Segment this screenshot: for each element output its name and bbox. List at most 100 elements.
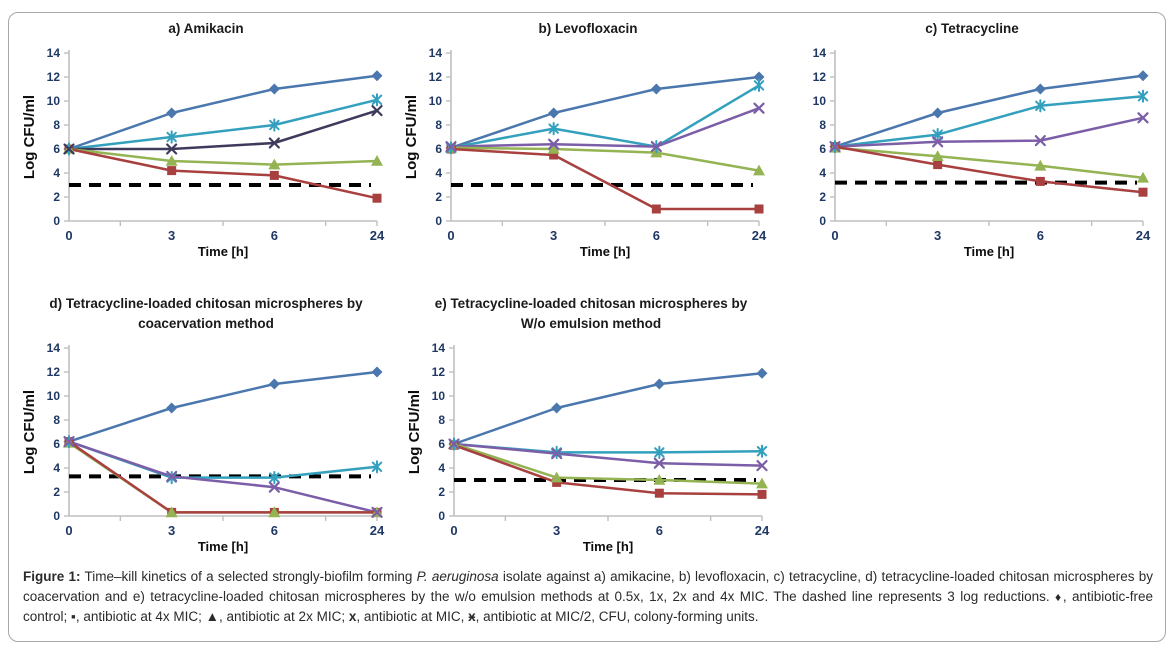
figure-caption: Figure 1: Time–kill kinetics of a select… bbox=[23, 567, 1153, 627]
diamond-marker bbox=[166, 402, 178, 414]
y-tick-label: 4 bbox=[819, 166, 826, 180]
triangle-marker bbox=[653, 474, 666, 485]
y-tick-label: 4 bbox=[53, 166, 60, 180]
y-tick-label: 12 bbox=[47, 70, 61, 84]
triangle-marker bbox=[1137, 171, 1149, 183]
y-tick-label: 4 bbox=[435, 166, 442, 180]
asterisk-marker bbox=[166, 130, 177, 144]
asterisk-marker bbox=[932, 128, 943, 142]
x-tick-label: 6 bbox=[653, 228, 660, 243]
y-tick-label: 4 bbox=[438, 461, 445, 475]
series-line bbox=[833, 94, 1145, 148]
series-line bbox=[67, 98, 379, 151]
diamond-marker bbox=[756, 367, 768, 379]
square-marker bbox=[757, 489, 767, 499]
square-marker bbox=[167, 166, 177, 176]
diamond-marker bbox=[548, 107, 560, 119]
x-marker bbox=[268, 137, 280, 149]
x-tick-label: 0 bbox=[831, 228, 838, 243]
triangle-marker bbox=[931, 150, 944, 161]
y-tick-label: 2 bbox=[435, 190, 442, 204]
x-tick-label: 0 bbox=[450, 523, 457, 538]
triangle-marker bbox=[547, 143, 560, 154]
chart-title-line1: b) Levofloxacin bbox=[538, 21, 638, 36]
chart-title-levofloxacin: b) Levofloxacin bbox=[403, 19, 773, 39]
x-marker bbox=[650, 141, 662, 153]
caption-text: Time–kill kinetics of a selected strongl… bbox=[80, 569, 417, 584]
y-tick-label: 0 bbox=[438, 509, 445, 523]
y-axis-title: Log CFU/ml bbox=[403, 95, 420, 179]
chart-amikacin: a) Amikacin 0 2 4 6 8 10 12 14 0 3 6 24 Log CFU/ml Ti… bbox=[21, 19, 391, 261]
x-tick-label: 0 bbox=[65, 228, 72, 243]
chart-tetracycline: c) Tetracycline 0 2 4 6 8 10 12 14 0 3 6 24 Time [h] bbox=[787, 19, 1157, 261]
x-tick-label: 6 bbox=[271, 228, 278, 243]
chart-title-line1: a) Amikacin bbox=[168, 21, 244, 36]
y-tick-label: 6 bbox=[435, 142, 442, 156]
square-symbol: ▪ bbox=[71, 609, 76, 624]
x-axis-title: Time [h] bbox=[198, 539, 248, 554]
y-tick-label: 8 bbox=[435, 118, 442, 132]
triangle-marker bbox=[753, 164, 765, 176]
chart-title-line2: W/o emulsion method bbox=[520, 316, 662, 331]
y-tick-label: 8 bbox=[438, 413, 445, 427]
asterisk-marker bbox=[371, 93, 383, 107]
x-tick-label: 24 bbox=[1136, 228, 1151, 243]
y-tick-label: 12 bbox=[813, 70, 827, 84]
triangle-symbol: ▲ bbox=[205, 609, 220, 624]
x-tick-label: 24 bbox=[370, 523, 385, 538]
y-axis-title: Log CFU/ml bbox=[21, 95, 38, 179]
y-tick-label: 6 bbox=[438, 437, 445, 451]
y-tick-label: 2 bbox=[53, 190, 60, 204]
y-tick-label: 10 bbox=[432, 389, 446, 403]
y-tick-label: 0 bbox=[435, 214, 442, 228]
chart-title-amikacin: a) Amikacin bbox=[21, 19, 391, 39]
square-marker bbox=[372, 193, 382, 203]
diamond-marker bbox=[1034, 83, 1046, 95]
y-tick-label: 0 bbox=[53, 214, 60, 228]
x-tick-label: 24 bbox=[370, 228, 385, 243]
y-tick-label: 10 bbox=[47, 94, 61, 108]
y-axis-title: Log CFU/ml bbox=[21, 390, 38, 474]
square-marker bbox=[1138, 187, 1148, 197]
y-tick-label: 10 bbox=[429, 94, 443, 108]
series-line bbox=[452, 443, 764, 496]
triangle-marker bbox=[268, 506, 281, 518]
diamond-marker bbox=[268, 83, 280, 95]
x-tick-label: 24 bbox=[752, 228, 767, 243]
x-tick-label: 3 bbox=[550, 228, 557, 243]
triangle-marker bbox=[371, 155, 383, 166]
y-tick-label: 12 bbox=[432, 365, 446, 379]
x-tick-label: 6 bbox=[271, 523, 278, 538]
caption-text: , antibiotic-free control; bbox=[23, 589, 1153, 624]
x-tick-label: 6 bbox=[1037, 228, 1044, 243]
figure-panel-border: a) Amikacin 0 2 4 6 8 10 12 14 0 3 6 24 Log CFU/ml Ti… bbox=[8, 12, 1166, 642]
x-axis-title: Time [h] bbox=[583, 539, 633, 554]
x-marker bbox=[166, 470, 178, 482]
series-line bbox=[452, 442, 764, 485]
asterisk-marker bbox=[371, 460, 383, 474]
diamond-marker bbox=[371, 366, 383, 378]
series-line bbox=[833, 74, 1145, 148]
x-marker bbox=[268, 481, 280, 493]
square-marker bbox=[651, 204, 661, 214]
triangle-marker bbox=[550, 471, 563, 483]
x-marker bbox=[445, 141, 457, 153]
y-tick-label: 10 bbox=[47, 389, 61, 403]
triangle-marker bbox=[1034, 159, 1047, 171]
x-marker bbox=[653, 457, 665, 469]
y-tick-label: 14 bbox=[813, 46, 827, 60]
diamond-marker bbox=[268, 378, 280, 390]
caption-text: , antibiotic at MIC/2, CFU, colony-formi… bbox=[475, 609, 759, 624]
triangle-marker bbox=[165, 506, 178, 518]
plot-area-levofloxacin: 0 2 4 6 8 10 12 14 0 3 6 24 Log CFU/ml Time [h] bbox=[403, 43, 773, 261]
x-marker bbox=[753, 102, 765, 114]
x-axis-title: Time [h] bbox=[580, 244, 630, 259]
chart-coacervation-microspheres: d) Tetracycline-loaded chitosan microsph… bbox=[21, 294, 391, 556]
series-line bbox=[67, 74, 379, 151]
x-marker bbox=[756, 460, 768, 472]
series-line bbox=[449, 84, 761, 150]
asterisk-marker bbox=[269, 118, 280, 132]
